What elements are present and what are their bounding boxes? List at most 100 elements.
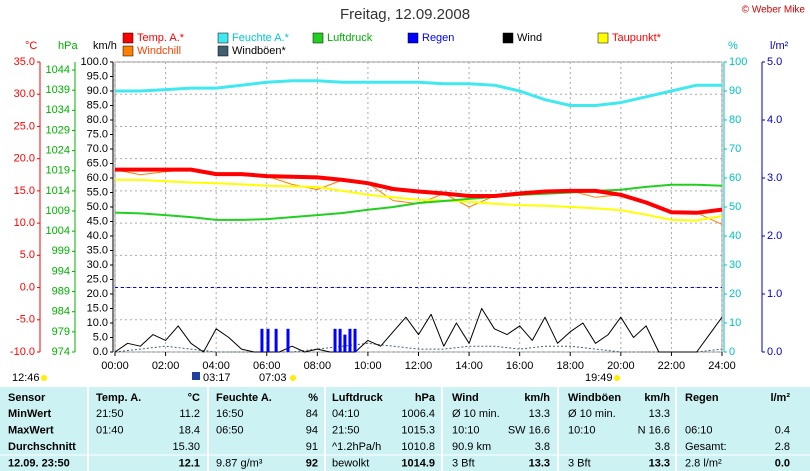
- legend-swatch: [122, 45, 134, 57]
- x-tick-label: 24:00: [708, 360, 736, 372]
- axis-title: hPa: [58, 40, 78, 52]
- legend-swatch: [122, 32, 134, 44]
- y-tick-label: 100: [729, 56, 747, 68]
- y-tick-label: 5.0: [20, 249, 35, 261]
- axis-title: °C: [25, 40, 37, 52]
- table-header: Feuchte A.: [216, 392, 272, 404]
- x-tick-label: 04:00: [202, 360, 230, 372]
- y-tick-label: 70.0: [87, 143, 108, 155]
- y-tick-label: 1029: [46, 124, 70, 136]
- legend-swatch: [312, 32, 324, 44]
- cell-text: 06:10: [685, 424, 713, 436]
- cell-value: 3.8: [535, 441, 550, 453]
- x-tick-label: 20:00: [607, 360, 635, 372]
- cell-value: 0.4: [775, 424, 790, 436]
- x-tick-label: 08:00: [304, 360, 332, 372]
- y-tick-label: 1024: [46, 145, 70, 157]
- rain-bar: [260, 328, 264, 352]
- y-tick-label: 60: [729, 172, 741, 184]
- chart-title: Freitag, 12.09.2008: [340, 6, 470, 23]
- y-tick-label: 0.0: [20, 281, 35, 293]
- y-tick-label: 10.0: [87, 317, 108, 329]
- table-header: Temp. A.: [96, 392, 141, 404]
- y-tick-label: 100.0: [80, 56, 108, 68]
- sun-icon: [290, 375, 296, 381]
- cell-text: 04:10: [332, 408, 360, 420]
- y-tick-label: 70: [729, 143, 741, 155]
- x-tick-label: 22:00: [658, 360, 686, 372]
- row-label: 12.09. 23:50: [8, 457, 70, 469]
- y-tick-label: 979: [52, 326, 70, 338]
- y-tick-label: 85.0: [87, 99, 108, 111]
- rain-bar: [274, 328, 278, 352]
- table-unit: %: [308, 392, 318, 404]
- y-tick-label: 989: [52, 285, 70, 297]
- cell-value: 15.30: [172, 441, 200, 453]
- x-tick-label: 14:00: [455, 360, 483, 372]
- cell-text: 2.8 l/m²: [685, 457, 722, 469]
- rain-bar: [333, 328, 337, 352]
- series-line: [115, 178, 723, 222]
- y-tick-label: 20: [729, 288, 741, 300]
- cell-text: 90.9 km: [452, 441, 491, 453]
- row-label: MaxWert: [8, 424, 54, 436]
- series-line: [114, 308, 723, 353]
- y-tick-label: -5.0: [16, 314, 35, 326]
- x-tick-label: 16:00: [506, 360, 534, 372]
- rain-bar: [353, 328, 357, 352]
- y-tick-label: 55.0: [87, 186, 108, 198]
- cell-text: Ø 10 min.: [452, 408, 500, 420]
- y-tick-label: 1034: [46, 104, 70, 116]
- y-tick-label: 1044: [46, 64, 70, 76]
- series-line: [115, 167, 723, 215]
- y-tick-label: 25.0: [14, 120, 35, 132]
- y-tick-label: 3.0: [767, 172, 782, 184]
- cell-text: bewolkt: [332, 457, 369, 469]
- x-tick-label: 00:00: [101, 360, 129, 372]
- rain-bar: [266, 328, 270, 352]
- y-tick-label: 10.0: [14, 217, 35, 229]
- y-tick-label: 30: [729, 259, 741, 271]
- legend-swatch: [502, 32, 514, 44]
- legend-label: Windböen*: [232, 45, 287, 57]
- y-tick-label: 0: [729, 346, 735, 358]
- cell-text: 06:50: [216, 424, 244, 436]
- y-tick-label: 35.0: [87, 244, 108, 256]
- table-unit: l/m²: [770, 392, 790, 404]
- cell-value: 13.3: [529, 457, 550, 469]
- rain-bar: [343, 334, 347, 352]
- legend-label: Windchill: [137, 45, 181, 57]
- y-tick-label: 1004: [46, 225, 70, 237]
- row-label: Durchschnitt: [8, 441, 76, 453]
- x-tick-label: 06:00: [253, 360, 281, 372]
- cell-text: Gesamt:: [685, 441, 727, 453]
- moon-icon: [192, 372, 200, 380]
- y-tick-label: 65.0: [87, 157, 108, 169]
- cell-value: 13.3: [649, 457, 670, 469]
- y-tick-label: 75.0: [87, 128, 108, 140]
- y-tick-label: 40.0: [87, 230, 108, 242]
- rain-bar: [286, 328, 290, 352]
- cell-value: SW 16.6: [508, 424, 550, 436]
- cell-text: 10:10: [568, 424, 596, 436]
- x-tick-label: 10:00: [354, 360, 382, 372]
- y-tick-label: 20.0: [87, 288, 108, 300]
- cell-value: 1006.4: [401, 408, 435, 420]
- y-tick-label: 45.0: [87, 215, 108, 227]
- y-tick-label: 5.0: [93, 331, 108, 343]
- y-tick-label: 0.0: [93, 346, 108, 358]
- cell-text: 3 Bft: [568, 457, 591, 469]
- moon-icon: [41, 375, 47, 381]
- table-unit: °C: [188, 392, 200, 404]
- legend-swatch: [217, 32, 229, 44]
- y-tick-label: 15.0: [87, 302, 108, 314]
- astro-time: 12:46: [12, 372, 40, 384]
- cell-value: 91: [306, 441, 318, 453]
- table-header: Sensor: [8, 392, 46, 404]
- y-tick-label: 0.0: [767, 346, 782, 358]
- sun-icon: [614, 375, 620, 381]
- cell-value: 12.1: [179, 457, 200, 469]
- y-tick-label: 5.0: [767, 56, 782, 68]
- y-tick-label: 1039: [46, 84, 70, 96]
- y-tick-label: 1019: [46, 165, 70, 177]
